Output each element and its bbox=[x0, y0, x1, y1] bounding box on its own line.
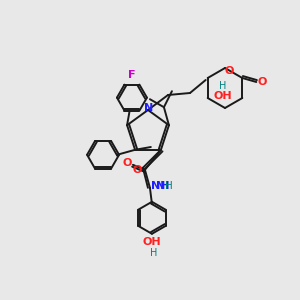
Text: H: H bbox=[165, 181, 173, 191]
Text: OH: OH bbox=[214, 91, 232, 101]
Text: O: O bbox=[132, 165, 142, 175]
Text: O: O bbox=[258, 77, 267, 87]
Text: O: O bbox=[224, 66, 234, 76]
Text: O: O bbox=[122, 158, 132, 168]
Text: OH: OH bbox=[142, 237, 161, 247]
Text: NH: NH bbox=[151, 181, 169, 191]
Text: H: H bbox=[150, 248, 158, 258]
Text: N: N bbox=[144, 103, 154, 113]
Text: H: H bbox=[219, 81, 227, 91]
Text: F: F bbox=[128, 70, 136, 80]
Text: N: N bbox=[156, 181, 166, 191]
